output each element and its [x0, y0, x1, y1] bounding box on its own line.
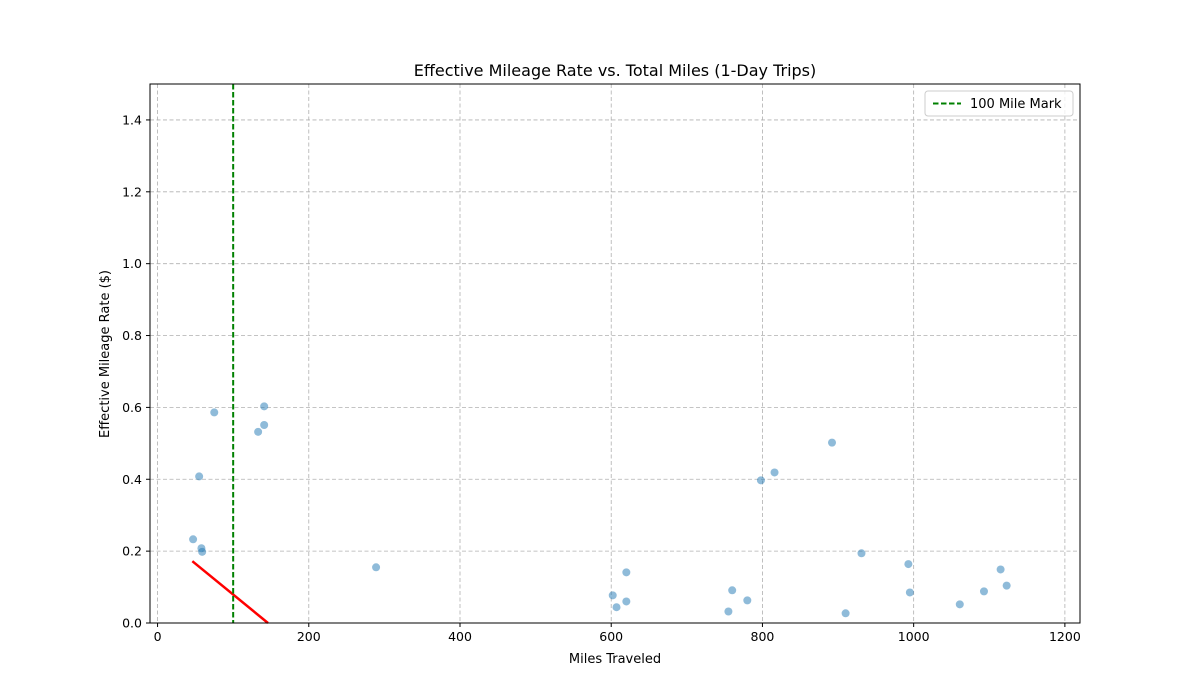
x-tick-label: 600: [599, 629, 623, 644]
y-tick-label: 1.4: [122, 112, 142, 127]
legend-label-vline: 100 Mile Mark: [970, 97, 1062, 112]
legend-box: [924, 90, 1074, 117]
y-tick-label: 0.8: [122, 328, 142, 343]
x-tick-label: 200: [297, 629, 321, 644]
x-tick-label: 400: [448, 629, 472, 644]
scatter-point: [189, 535, 198, 544]
legend: 100 Mile Mark: [924, 90, 1074, 117]
scatter-point: [979, 587, 988, 596]
x-tick-label: 0: [154, 629, 162, 644]
scatter-point: [622, 568, 631, 577]
plot-area-frame: [149, 83, 1081, 624]
scatter-point: [828, 438, 836, 447]
scatter-point: [770, 468, 779, 477]
scatter-point: [1002, 581, 1011, 590]
y-tick-label: 0.4: [122, 472, 142, 487]
y-tick-label: 0.6: [122, 400, 142, 415]
y-tick-label: 0.2: [122, 544, 142, 559]
scatter-point: [254, 427, 263, 436]
x-tick-label: 1200: [1049, 629, 1081, 644]
scatter-points: [189, 402, 1011, 618]
axis-ticks: 0 200 400 600 800 1000 1200 0.0 0.2 0.4 0.6 0.8 1.0 1…: [122, 112, 1081, 644]
scatter-point: [724, 607, 733, 616]
scatter-point: [372, 563, 381, 572]
scatter-point: [904, 560, 913, 569]
scatter-point: [857, 549, 866, 558]
scatter-point: [905, 588, 914, 597]
y-tick-label: 1.2: [122, 184, 142, 199]
scatter-point: [195, 472, 204, 481]
scatter-point: [728, 586, 737, 595]
trend-line: [191, 560, 269, 624]
scatter-point: [210, 408, 219, 417]
scatter-point: [622, 597, 631, 606]
x-tick-label: 800: [751, 629, 775, 644]
chart-title: Effective Mileage Rate vs. Total Miles (…: [414, 61, 817, 80]
scatter-point: [608, 591, 617, 600]
x-axis-label: Miles Traveled: [569, 652, 661, 667]
scatter-point: [955, 600, 964, 609]
reference-lines: [191, 84, 269, 624]
x-tick-label: 1000: [898, 629, 930, 644]
scatter-point: [756, 476, 765, 485]
scatter-point: [260, 421, 269, 430]
scatter-point: [260, 402, 269, 411]
y-axis-label: Effective Mileage Rate ($): [98, 270, 113, 438]
scatter-point: [841, 609, 850, 618]
scatter-point: [743, 596, 752, 605]
y-tick-label: 0.0: [122, 616, 142, 631]
scatter-point: [996, 565, 1005, 574]
grid-lines: [150, 84, 1080, 623]
scatter-point: [198, 547, 207, 556]
y-tick-label: 1.0: [122, 256, 142, 271]
scatter-point: [612, 603, 621, 612]
